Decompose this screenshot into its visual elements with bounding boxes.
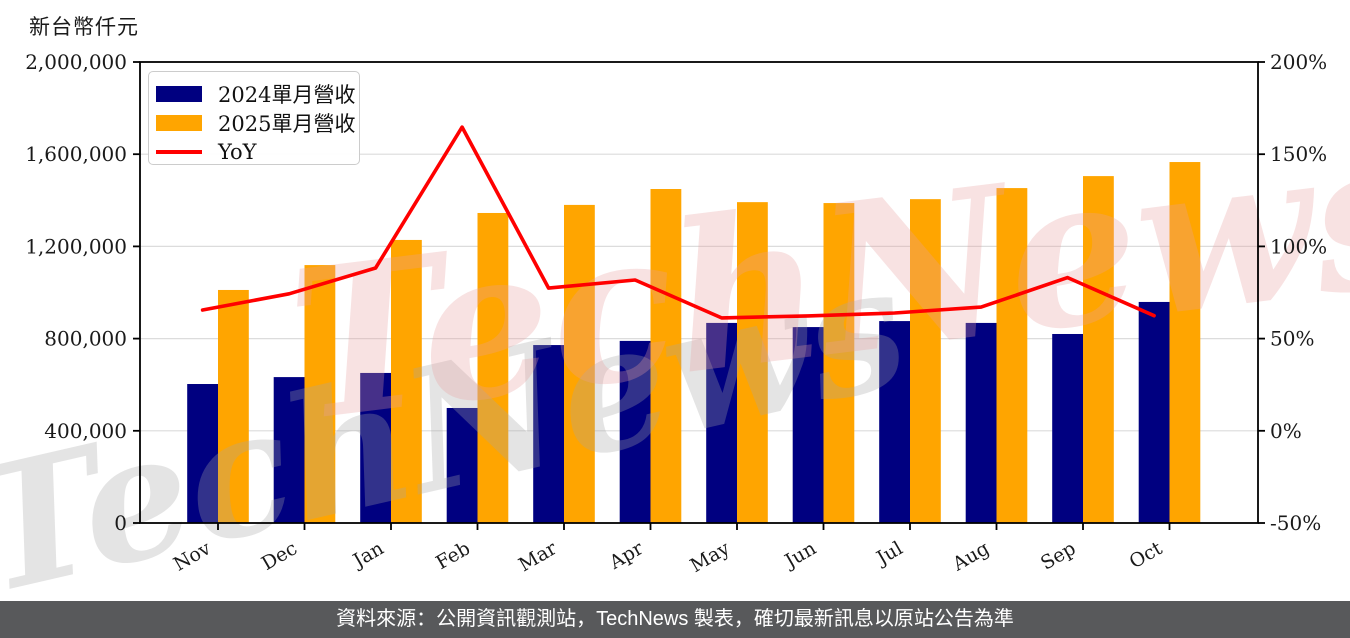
y-right-tick-label: 50% bbox=[1270, 327, 1314, 351]
bar-2024-jul bbox=[879, 321, 910, 523]
legend-swatch-yoy-line bbox=[156, 149, 202, 154]
bar-2025-jun bbox=[823, 203, 855, 524]
y-right-tick-label: -50% bbox=[1270, 511, 1321, 535]
legend-item-2024: 2024單月營收 bbox=[156, 79, 359, 108]
bar-2025-apr bbox=[650, 189, 682, 523]
bar-2025-oct bbox=[1169, 162, 1201, 524]
x-tick-label-jun: Jun bbox=[779, 537, 820, 573]
bar-2025-jul bbox=[910, 199, 941, 523]
bar-2024-feb bbox=[446, 407, 478, 523]
bar-2024-jan bbox=[360, 372, 391, 523]
bar-2024-nov bbox=[187, 384, 218, 523]
bar-2024-jun bbox=[792, 327, 824, 523]
x-tick-label-may: May bbox=[687, 537, 734, 577]
legend-swatch-2024-bar bbox=[156, 85, 202, 102]
y-right-tick-label: 100% bbox=[1270, 234, 1327, 258]
x-tick-label-oct: Oct bbox=[1126, 537, 1167, 573]
legend-item-2025: 2025單月營收 bbox=[156, 108, 359, 137]
y-right-tick-label: 150% bbox=[1270, 142, 1327, 166]
yoy-line bbox=[200, 125, 1156, 320]
bar-2024-sep bbox=[1052, 333, 1083, 523]
bar-2025-nov bbox=[218, 289, 249, 523]
bar-2025-may bbox=[737, 202, 768, 524]
x-tick-label-mar: Mar bbox=[515, 537, 561, 576]
bar-2025-sep bbox=[1083, 176, 1114, 523]
legend-label-2024: 2024單月營收 bbox=[218, 82, 356, 107]
bar-2025-dec bbox=[304, 265, 336, 523]
legend: 2024單月營收 2025單月營收 YoY bbox=[148, 71, 360, 165]
bar-2025-aug bbox=[996, 188, 1028, 523]
bar-2025-mar bbox=[564, 204, 595, 523]
legend-label-yoy: YoY bbox=[218, 139, 257, 164]
x-tick-label-sep: Sep bbox=[1037, 537, 1080, 574]
y-left-tick-label: 1,600,000 bbox=[25, 142, 127, 166]
x-tick-label-aug: Aug bbox=[948, 537, 993, 576]
bar-2025-jan bbox=[391, 239, 422, 524]
x-tick-label-feb: Feb bbox=[432, 537, 474, 574]
chart-canvas: TechNewsTechNews0400,000800,0001,200,000… bbox=[0, 50, 1350, 601]
y-left-tick-label: 2,000,000 bbox=[25, 50, 127, 74]
bar-2024-apr bbox=[619, 340, 651, 523]
footer-note: 資料來源：公開資訊觀測站，TechNews 製表，確切最新訊息以原站公告為準 bbox=[0, 601, 1350, 638]
bar-2024-aug bbox=[965, 322, 997, 523]
bar-2024-may bbox=[706, 322, 737, 523]
bar-2024-mar bbox=[533, 345, 564, 523]
x-tick-label-jul: Jul bbox=[871, 537, 906, 570]
y-left-tick-label: 800,000 bbox=[44, 327, 127, 351]
y-right-tick-label: 200% bbox=[1270, 50, 1327, 74]
bar-2024-oct bbox=[1138, 301, 1170, 523]
plot-frame bbox=[139, 61, 1259, 524]
y-right-tick-label: 0% bbox=[1270, 419, 1302, 443]
y-left-tick-label: 0 bbox=[114, 511, 127, 535]
bar-2024-dec bbox=[273, 377, 305, 523]
legend-item-yoy: YoY bbox=[156, 137, 359, 166]
left-axis-unit-label: 新台幣仟元 bbox=[29, 15, 139, 39]
x-tick-label-apr: Apr bbox=[605, 537, 648, 574]
y-left-tick-label: 400,000 bbox=[44, 419, 127, 443]
y-left-tick-label: 1,200,000 bbox=[25, 234, 127, 258]
legend-label-2025: 2025單月營收 bbox=[218, 111, 356, 136]
bar-2025-feb bbox=[477, 212, 509, 524]
legend-swatch-2025-bar bbox=[156, 114, 202, 131]
